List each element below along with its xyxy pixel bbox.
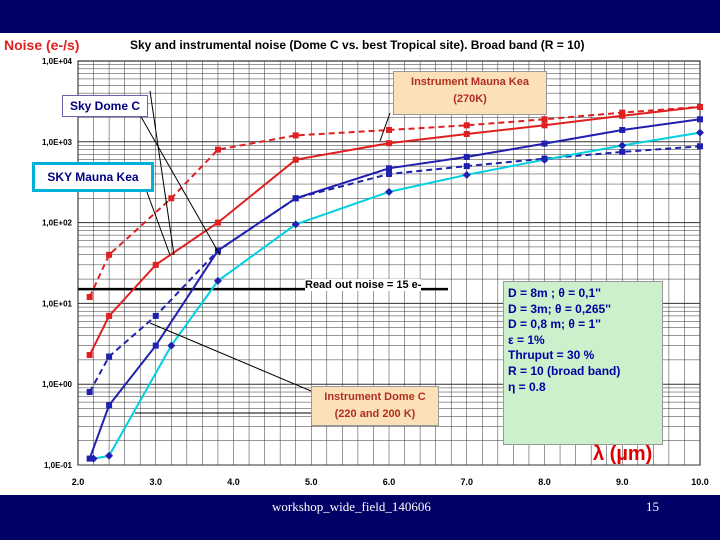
leader-line [379, 112, 391, 142]
y-axis-label: Noise (e-/s) [4, 37, 80, 53]
y-tick-label: 1,0E+04 [42, 57, 73, 66]
instrument-dome-c-line2: (220 and 200 K) [334, 408, 416, 420]
instrument-mauna-kea-line1: Instrument Mauna Kea [411, 76, 529, 88]
instrument-dome-c-label: Instrument Dome C (220 and 200 K) [311, 386, 439, 426]
footer-text: workshop_wide_field_140606 [272, 499, 431, 514]
data-point [618, 141, 627, 150]
y-tick-label: 1,0E-01 [44, 461, 73, 470]
data-point [619, 148, 626, 155]
data-point [86, 351, 93, 358]
data-point [152, 312, 159, 319]
data-point [386, 140, 392, 147]
readout-noise-label: Read out noise = 15 e- [305, 279, 422, 291]
data-point [292, 195, 299, 202]
leader-line [149, 322, 312, 392]
data-point [619, 112, 626, 119]
instrument-mauna-kea-label: Instrument Mauna Kea (270K) [393, 71, 547, 115]
chart-panel: 2.0 3.0 4.0 5.0 6.0 7.0 8.0 9.0 10.0 1,0E+04 1,0E+… [0, 33, 720, 495]
data-point [168, 195, 175, 202]
data-point [152, 261, 159, 268]
data-point [463, 153, 470, 160]
data-point [106, 251, 113, 258]
sky-mauna-kea-label: SKY Mauna Kea [32, 162, 154, 192]
chart-title: Sky and instrumental noise (Dome C vs. b… [130, 38, 585, 52]
data-point [291, 220, 300, 229]
series-line [88, 105, 701, 356]
parameters-box: D = 8m ; θ = 0,1'' D = 3m; θ = 0,265'' D… [503, 281, 663, 445]
x-axis-label: λ (µm) [593, 443, 653, 465]
param-line: R = 10 (broad band) [508, 363, 621, 378]
data-point [463, 130, 470, 137]
data-point [541, 122, 548, 129]
data-point [106, 353, 113, 360]
data-point [106, 402, 113, 409]
data-point [619, 126, 626, 133]
data-point [89, 454, 98, 463]
y-tick-label: 1,0E+03 [42, 138, 73, 147]
data-point [697, 116, 703, 123]
x-tick-label: 4.0 [227, 477, 240, 487]
param-line: η = 0.8 [508, 379, 546, 394]
data-point [292, 132, 299, 139]
data-point [86, 294, 93, 301]
instrument-mauna-kea-line2: (270K) [453, 93, 487, 105]
data-point [696, 128, 704, 137]
data-point [152, 342, 159, 349]
series-line [88, 118, 701, 459]
x-tick-label: 5.0 [305, 477, 318, 487]
param-line: Thruput = 30 % [508, 348, 595, 363]
instrument-dome-c-line1: Instrument Dome C [324, 391, 426, 403]
param-line: D = 3m; θ = 0,265'' [508, 301, 611, 316]
data-point [697, 103, 703, 110]
x-tick-label: 6.0 [383, 477, 396, 487]
data-point [386, 165, 392, 172]
data-point [292, 156, 299, 163]
x-tick-label: 2.0 [72, 477, 85, 487]
x-tick-label: 10.0 [691, 477, 709, 487]
x-tick-label: 8.0 [538, 477, 551, 487]
data-point [385, 187, 393, 196]
data-point [214, 219, 221, 226]
data-point [386, 170, 392, 177]
data-point [697, 143, 703, 150]
series-line [93, 131, 701, 460]
data-point [86, 389, 93, 396]
y-tick-label: 1,0E+02 [42, 219, 73, 228]
data-point [541, 140, 548, 147]
x-tick-label: 7.0 [460, 477, 473, 487]
data-point [619, 109, 626, 116]
data-point [463, 163, 470, 170]
data-point [106, 312, 113, 319]
data-point [541, 116, 548, 123]
y-tick-label: 1,0E+01 [42, 299, 73, 308]
x-tick-label: 9.0 [616, 477, 629, 487]
param-line: D = 8m ; θ = 0,1'' [508, 286, 601, 300]
data-point [463, 122, 470, 129]
series-line [88, 145, 701, 393]
x-tick-label: 3.0 [149, 477, 162, 487]
data-point [386, 126, 392, 133]
data-point [462, 170, 471, 179]
leader-line [139, 114, 221, 256]
page-number: 15 [646, 499, 659, 514]
y-tick-label: 1,0E+00 [42, 380, 73, 389]
data-point [540, 155, 549, 164]
param-line: D = 0,8 m; θ = 1'' [508, 317, 601, 332]
param-line: ε = 1% [508, 332, 545, 347]
data-point [214, 146, 221, 153]
series-line [88, 105, 701, 298]
data-point [167, 341, 176, 350]
data-point [213, 276, 222, 285]
sky-dome-c-label: Sky Dome C [62, 95, 148, 117]
leader-line [149, 90, 175, 256]
data-point [105, 451, 114, 460]
